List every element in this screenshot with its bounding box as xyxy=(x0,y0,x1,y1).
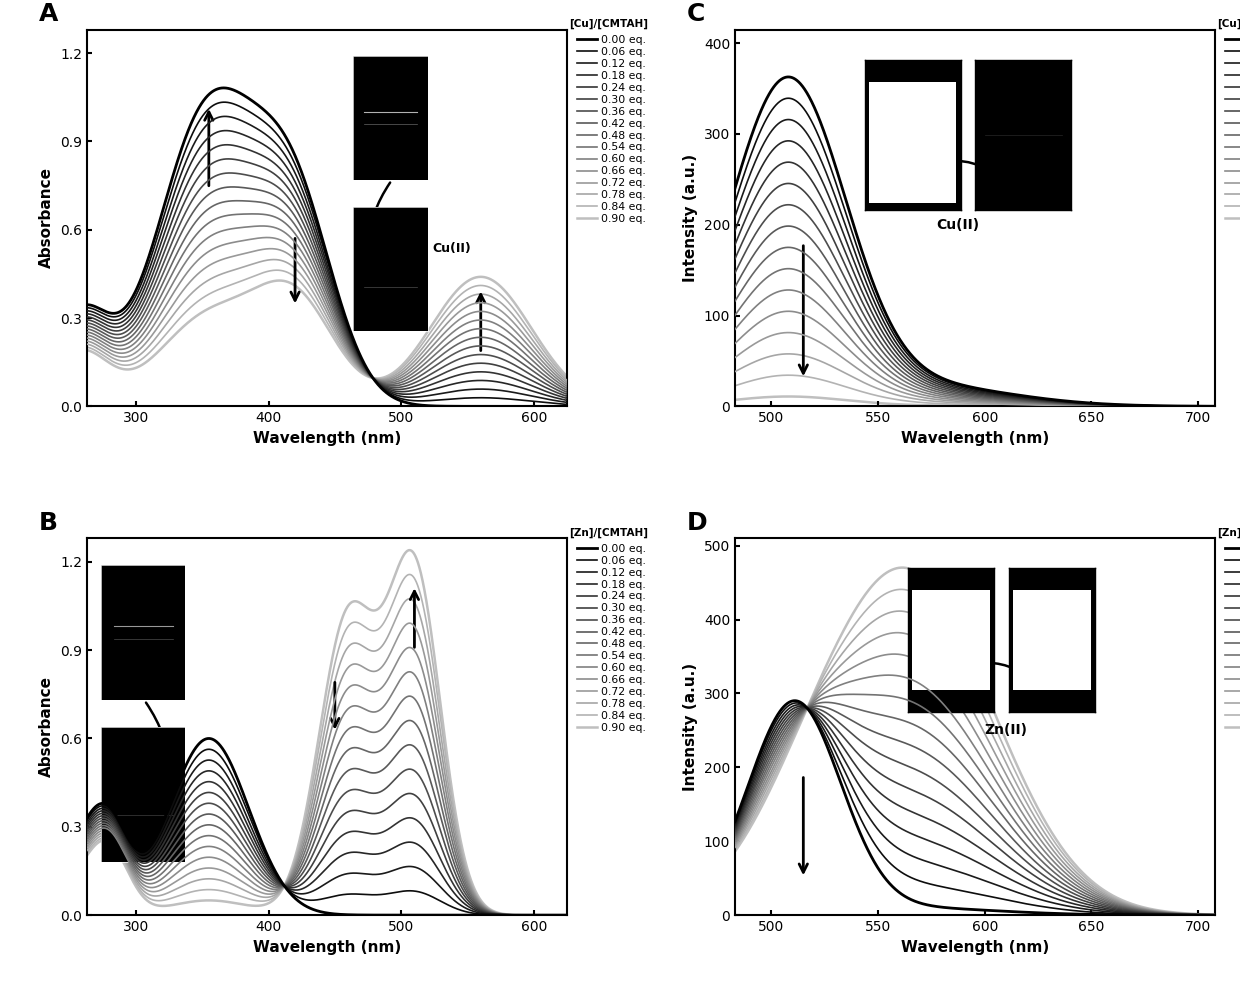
Y-axis label: Intensity (a.u.): Intensity (a.u.) xyxy=(683,662,698,791)
Text: Zn(II): Zn(II) xyxy=(105,739,145,753)
Y-axis label: Intensity (a.u.): Intensity (a.u.) xyxy=(683,154,698,282)
Text: Cu(II): Cu(II) xyxy=(936,218,980,232)
Text: A: A xyxy=(38,2,58,26)
Text: [Zn]/[CMTAH]: [Zn]/[CMTAH] xyxy=(569,527,649,537)
Text: [Zn]/[CMTAH]: [Zn]/[CMTAH] xyxy=(1218,527,1240,537)
Text: Zn(II): Zn(II) xyxy=(985,723,1028,737)
X-axis label: Wavelength (nm): Wavelength (nm) xyxy=(253,940,401,954)
X-axis label: Wavelength (nm): Wavelength (nm) xyxy=(901,940,1049,954)
Legend: 0.00 eq., 0.06 eq., 0.12 eq., 0.18 eq., 0.24 eq., 0.30 eq., 0.36 eq., 0.42 eq., : 0.00 eq., 0.06 eq., 0.12 eq., 0.18 eq., … xyxy=(577,35,646,224)
Text: D: D xyxy=(687,511,708,534)
Y-axis label: Absorbance: Absorbance xyxy=(40,167,55,269)
Text: C: C xyxy=(687,2,706,26)
Text: [Cu]/[CMTAH]: [Cu]/[CMTAH] xyxy=(1218,19,1240,29)
Y-axis label: Absorbance: Absorbance xyxy=(40,676,55,777)
Legend: 0.00 eq., 0.06 eq., 0.12 eq., 0.18 eq., 0.24 eq., 0.30 eq., 0.36 eq., 0.42 eq., : 0.00 eq., 0.06 eq., 0.12 eq., 0.18 eq., … xyxy=(1225,544,1240,733)
Legend: 0.00 eq., 0.06 eq., 0.12 eq., 0.18 eq., 0.24 eq., 0.30 eq., 0.36 eq., 0.42 eq., : 0.00 eq., 0.06 eq., 0.12 eq., 0.18 eq., … xyxy=(1225,35,1240,224)
Legend: 0.00 eq., 0.06 eq., 0.12 eq., 0.18 eq., 0.24 eq., 0.30 eq., 0.36 eq., 0.42 eq., : 0.00 eq., 0.06 eq., 0.12 eq., 0.18 eq., … xyxy=(577,544,646,733)
Text: B: B xyxy=(38,511,58,534)
Text: [Cu]/[CMTAH]: [Cu]/[CMTAH] xyxy=(569,19,649,29)
X-axis label: Wavelength (nm): Wavelength (nm) xyxy=(901,431,1049,446)
X-axis label: Wavelength (nm): Wavelength (nm) xyxy=(253,431,401,446)
Text: Cu(II): Cu(II) xyxy=(433,242,471,255)
